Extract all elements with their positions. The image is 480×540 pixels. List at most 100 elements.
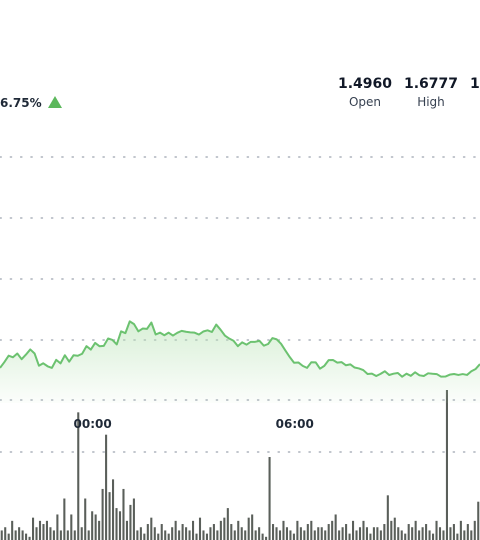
volume-bar <box>230 524 233 540</box>
volume-bar <box>63 498 66 540</box>
price-change: 6.75% <box>0 96 62 116</box>
volume-bar <box>202 530 205 540</box>
price-line <box>0 320 480 378</box>
volume-bar <box>153 527 156 540</box>
volume-bar <box>143 533 146 540</box>
volume-bar <box>205 533 208 540</box>
volume-bar <box>0 530 3 540</box>
volume-bar <box>421 527 424 540</box>
volume-bar <box>254 530 257 540</box>
volume-bar <box>77 412 80 540</box>
high-value: 1.6777 <box>403 76 459 92</box>
volume-bar <box>233 530 236 540</box>
volume-bar <box>334 514 337 540</box>
volume-bar <box>324 530 327 540</box>
volume-bar <box>118 511 122 540</box>
volume-bar <box>341 527 344 540</box>
volume-bar <box>98 520 101 540</box>
volume-bar <box>174 520 177 540</box>
volume-bar <box>362 520 365 540</box>
volume-bar <box>365 527 368 540</box>
volume-bar <box>268 457 271 540</box>
price-area <box>0 321 480 403</box>
volume-bar <box>296 520 299 540</box>
volume-bar <box>397 527 400 540</box>
volume-bar <box>466 524 469 540</box>
volume-bar <box>198 517 202 540</box>
volume-bar <box>28 536 31 540</box>
volume-bar <box>355 530 358 540</box>
volume-bar <box>449 527 452 540</box>
volume-bar <box>372 527 375 540</box>
volume-bar <box>101 488 104 540</box>
x-tick-label: 06:00 <box>276 417 314 431</box>
volume-bar <box>390 520 393 540</box>
volume-bar <box>352 520 355 540</box>
volume-bar <box>216 530 219 540</box>
stat-open: 1.4960 Open <box>337 76 393 109</box>
grid-lines <box>0 156 480 453</box>
volume-bar <box>331 520 334 540</box>
volume-bar <box>112 479 115 540</box>
volume-bar <box>171 527 174 540</box>
volume-bar <box>285 527 288 540</box>
volume-bar <box>261 533 264 540</box>
volume-bar <box>278 530 282 540</box>
volume-bar <box>108 492 111 540</box>
volume-bar <box>132 498 135 540</box>
up-triangle-icon <box>47 96 62 108</box>
volume-bar <box>185 527 188 540</box>
volume-bar <box>212 524 215 540</box>
volume-bar <box>192 520 195 540</box>
volume-bar <box>463 530 466 540</box>
volume-bar <box>73 530 76 540</box>
volume-bar <box>167 533 170 540</box>
volume-bar <box>473 520 476 540</box>
volume-bar <box>87 530 90 540</box>
volume-bar <box>428 530 431 540</box>
volume-bar <box>383 524 386 540</box>
volume-bar <box>265 536 268 540</box>
volume-bar <box>477 501 480 540</box>
volume-bar <box>452 524 455 540</box>
volume-bar <box>49 527 52 540</box>
stat-high: 1.6777 High <box>403 76 459 109</box>
volume-bar <box>411 527 414 540</box>
volume-bar <box>105 434 108 540</box>
volume-bar <box>379 530 382 540</box>
volume-bar <box>272 524 275 540</box>
volume-bar <box>258 527 261 540</box>
volume-bar <box>393 517 396 540</box>
volume-bar <box>35 527 38 540</box>
volume-bar <box>42 524 45 540</box>
volume-bar <box>223 517 226 540</box>
volume-bar <box>289 530 292 540</box>
volume-bar <box>438 527 442 540</box>
volume-bar <box>125 520 128 540</box>
volume-bar <box>157 533 160 540</box>
volume-bar <box>404 533 407 540</box>
volume-bar <box>320 527 323 540</box>
volume-bar <box>407 524 410 540</box>
volume-bar <box>219 520 222 540</box>
volume-bar <box>425 524 428 540</box>
high-label: High <box>417 95 445 109</box>
volume-bar <box>303 530 306 540</box>
volume-bar <box>338 530 341 540</box>
volume-bar <box>400 530 403 540</box>
volume-bar <box>59 530 62 540</box>
volume-bar <box>136 530 139 540</box>
volume-bar <box>164 530 167 540</box>
volume-bar <box>414 520 417 540</box>
volume-bar <box>386 495 389 540</box>
volume-bar <box>129 504 132 540</box>
volume-bar <box>313 530 316 540</box>
volume-bar <box>244 530 247 540</box>
volume-bar <box>139 527 142 540</box>
volume-bar <box>56 514 59 540</box>
volume-bar <box>146 524 149 540</box>
volume-bar <box>237 520 240 540</box>
volume-bar <box>317 527 320 540</box>
volume-bar <box>11 520 14 540</box>
